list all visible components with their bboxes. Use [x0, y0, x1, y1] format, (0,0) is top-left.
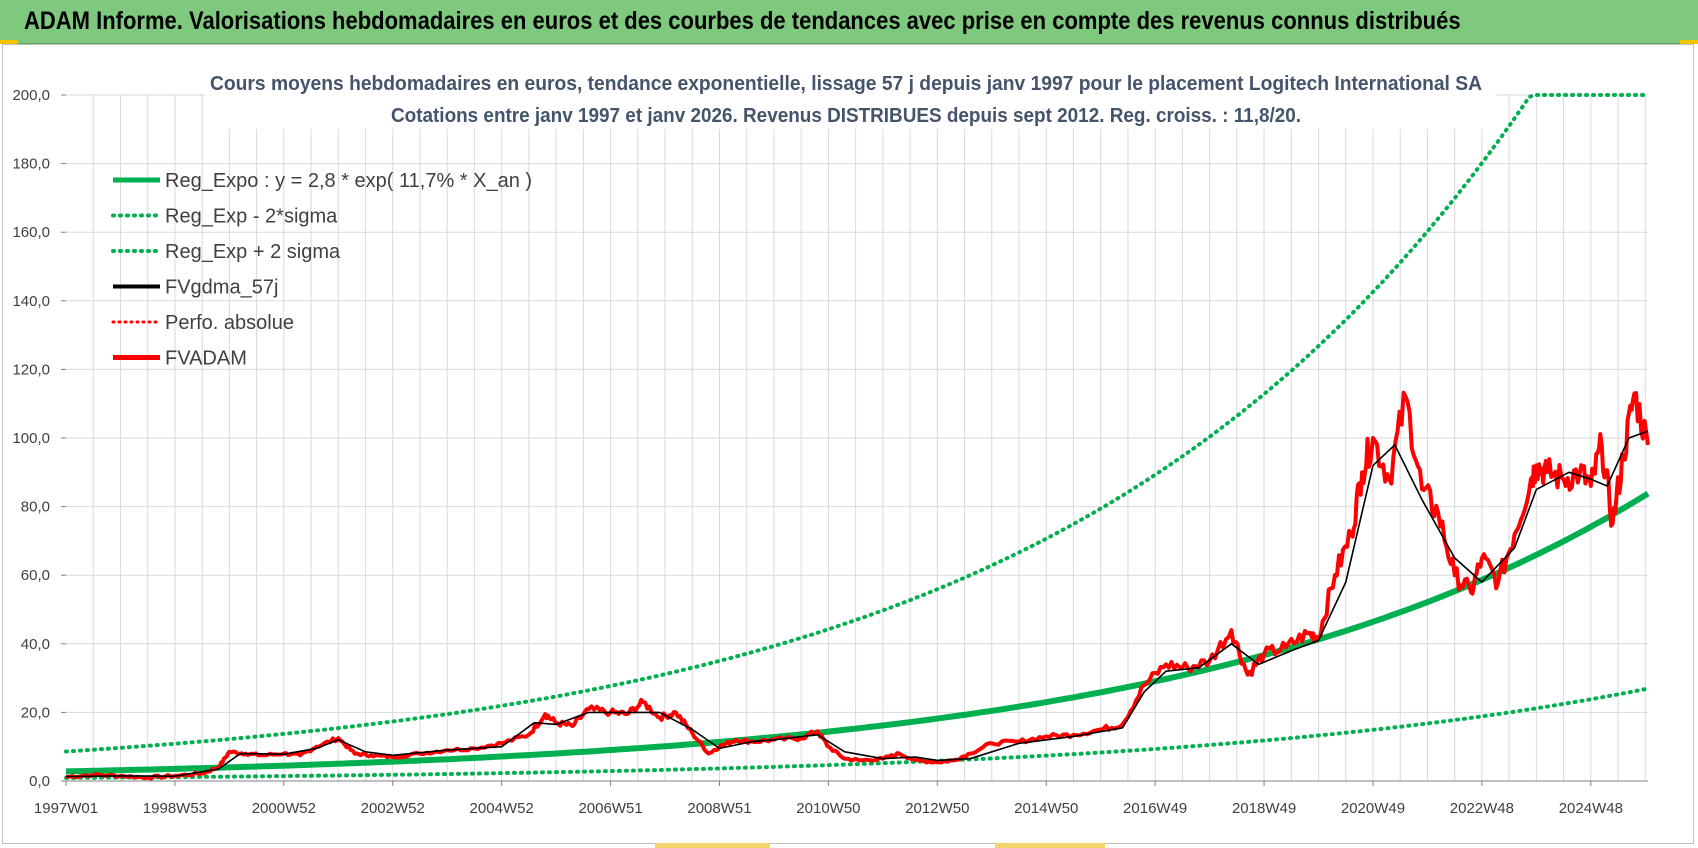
chart-title-line1: Cours moyens hebdomadaires en euros, ten… — [210, 73, 1482, 95]
x-tick-label: 2008W51 — [687, 800, 751, 817]
x-tick-label: 1998W53 — [143, 800, 207, 817]
x-tick-label: 2010W50 — [796, 800, 860, 817]
legend-label-reg-expo: Reg_Expo : y = 2,8 * exp( 11,7% * X_an ) — [165, 170, 532, 192]
legend-label-fvgdma-57j: FVgdma_57j — [165, 277, 278, 299]
x-tick-label: 2014W50 — [1014, 800, 1078, 817]
x-axis: 1997W01 1998W53 2000W52 2002W52 2004W52 2006W… — [34, 780, 1648, 817]
x-tick-label: 1997W01 — [34, 800, 98, 817]
chart-title-line2: Cotations entre janv 1997 et janv 2026. … — [391, 105, 1301, 127]
series-reg-exp-minus-2-sigma — [64, 686, 1650, 780]
sheet-tab-marker — [655, 843, 770, 848]
x-tick-label: 2002W52 — [361, 800, 425, 817]
x-tick-label: 2022W48 — [1450, 800, 1514, 817]
y-tick-label: 40,0 — [21, 636, 50, 653]
corner-mark-left — [0, 40, 18, 44]
x-tick-label: 2018W49 — [1232, 800, 1296, 817]
y-tick-label: 60,0 — [21, 567, 50, 584]
series-reg-exp-plus-2-sigma — [64, 93, 1650, 754]
x-tick-label: 2024W48 — [1559, 800, 1623, 817]
legend-label-fvadam: FVADAM — [165, 348, 247, 370]
x-tick-label: 2006W51 — [578, 800, 642, 817]
x-tick-label: 2020W49 — [1341, 800, 1405, 817]
x-tick-label: 2016W49 — [1123, 800, 1187, 817]
y-tick-label: 140,0 — [12, 293, 50, 310]
x-tick-label: 2000W52 — [252, 800, 316, 817]
series-fvadam — [65, 390, 1650, 781]
legend-label-reg-exp-minus-2-sigma: Reg_Exp - 2*sigma — [165, 206, 338, 228]
y-tick-label: 100,0 — [12, 430, 50, 447]
y-tick-label: 0,0 — [29, 773, 50, 790]
report-title: ADAM Informe. Valorisations hebdomadaire… — [24, 7, 1461, 35]
legend-label-perfo-absolue: Perfo. absolue — [165, 312, 294, 334]
y-tick-label: 200,0 — [12, 87, 50, 104]
y-tick-label: 180,0 — [12, 156, 50, 173]
x-tick-label: 2004W52 — [470, 800, 534, 817]
y-tick-label: 80,0 — [21, 499, 50, 516]
y-tick-label: 160,0 — [12, 224, 50, 241]
series-layer — [64, 93, 1650, 781]
corner-mark-right — [1680, 40, 1698, 44]
sheet-tab-marker — [995, 843, 1105, 848]
x-tick-label: 2012W50 — [905, 800, 969, 817]
y-axis: 0,0 20,0 40,0 60,0 80,0 100,0 120,0 140,0 160,0 1… — [12, 87, 66, 790]
legend-label-reg-exp-plus-2-sigma: Reg_Exp + 2 sigma — [165, 241, 341, 263]
series-reg-expo — [65, 491, 1650, 775]
report-banner: ADAM Informe. Valorisations hebdomadaire… — [0, 0, 1698, 44]
series-fvgdma-57j — [65, 430, 1649, 778]
chart-title-backdrop — [205, 67, 1495, 129]
y-tick-label: 120,0 — [12, 361, 50, 378]
y-tick-label: 20,0 — [21, 704, 50, 721]
legend: Reg_Expo : y = 2,8 * exp( 11,7% * X_an )… — [111, 170, 532, 370]
